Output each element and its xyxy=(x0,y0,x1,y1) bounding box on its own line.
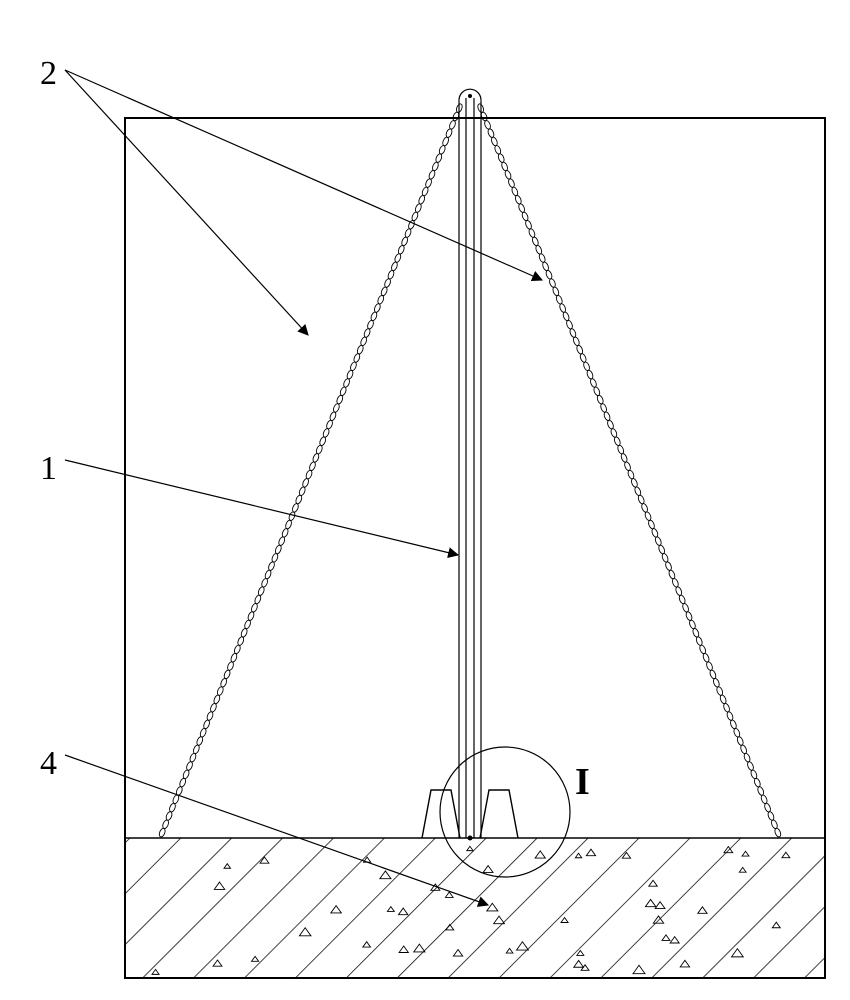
callout-label-1: 1 xyxy=(40,450,57,488)
callout-label-4: 4 xyxy=(40,745,57,783)
chain xyxy=(158,103,463,838)
chain xyxy=(477,103,782,838)
figure-canvas: 2 1 4 I xyxy=(0,0,850,1000)
detail-label-I: I xyxy=(575,760,590,804)
callout-label-2: 2 xyxy=(40,55,57,93)
diagram-svg xyxy=(0,0,850,1000)
